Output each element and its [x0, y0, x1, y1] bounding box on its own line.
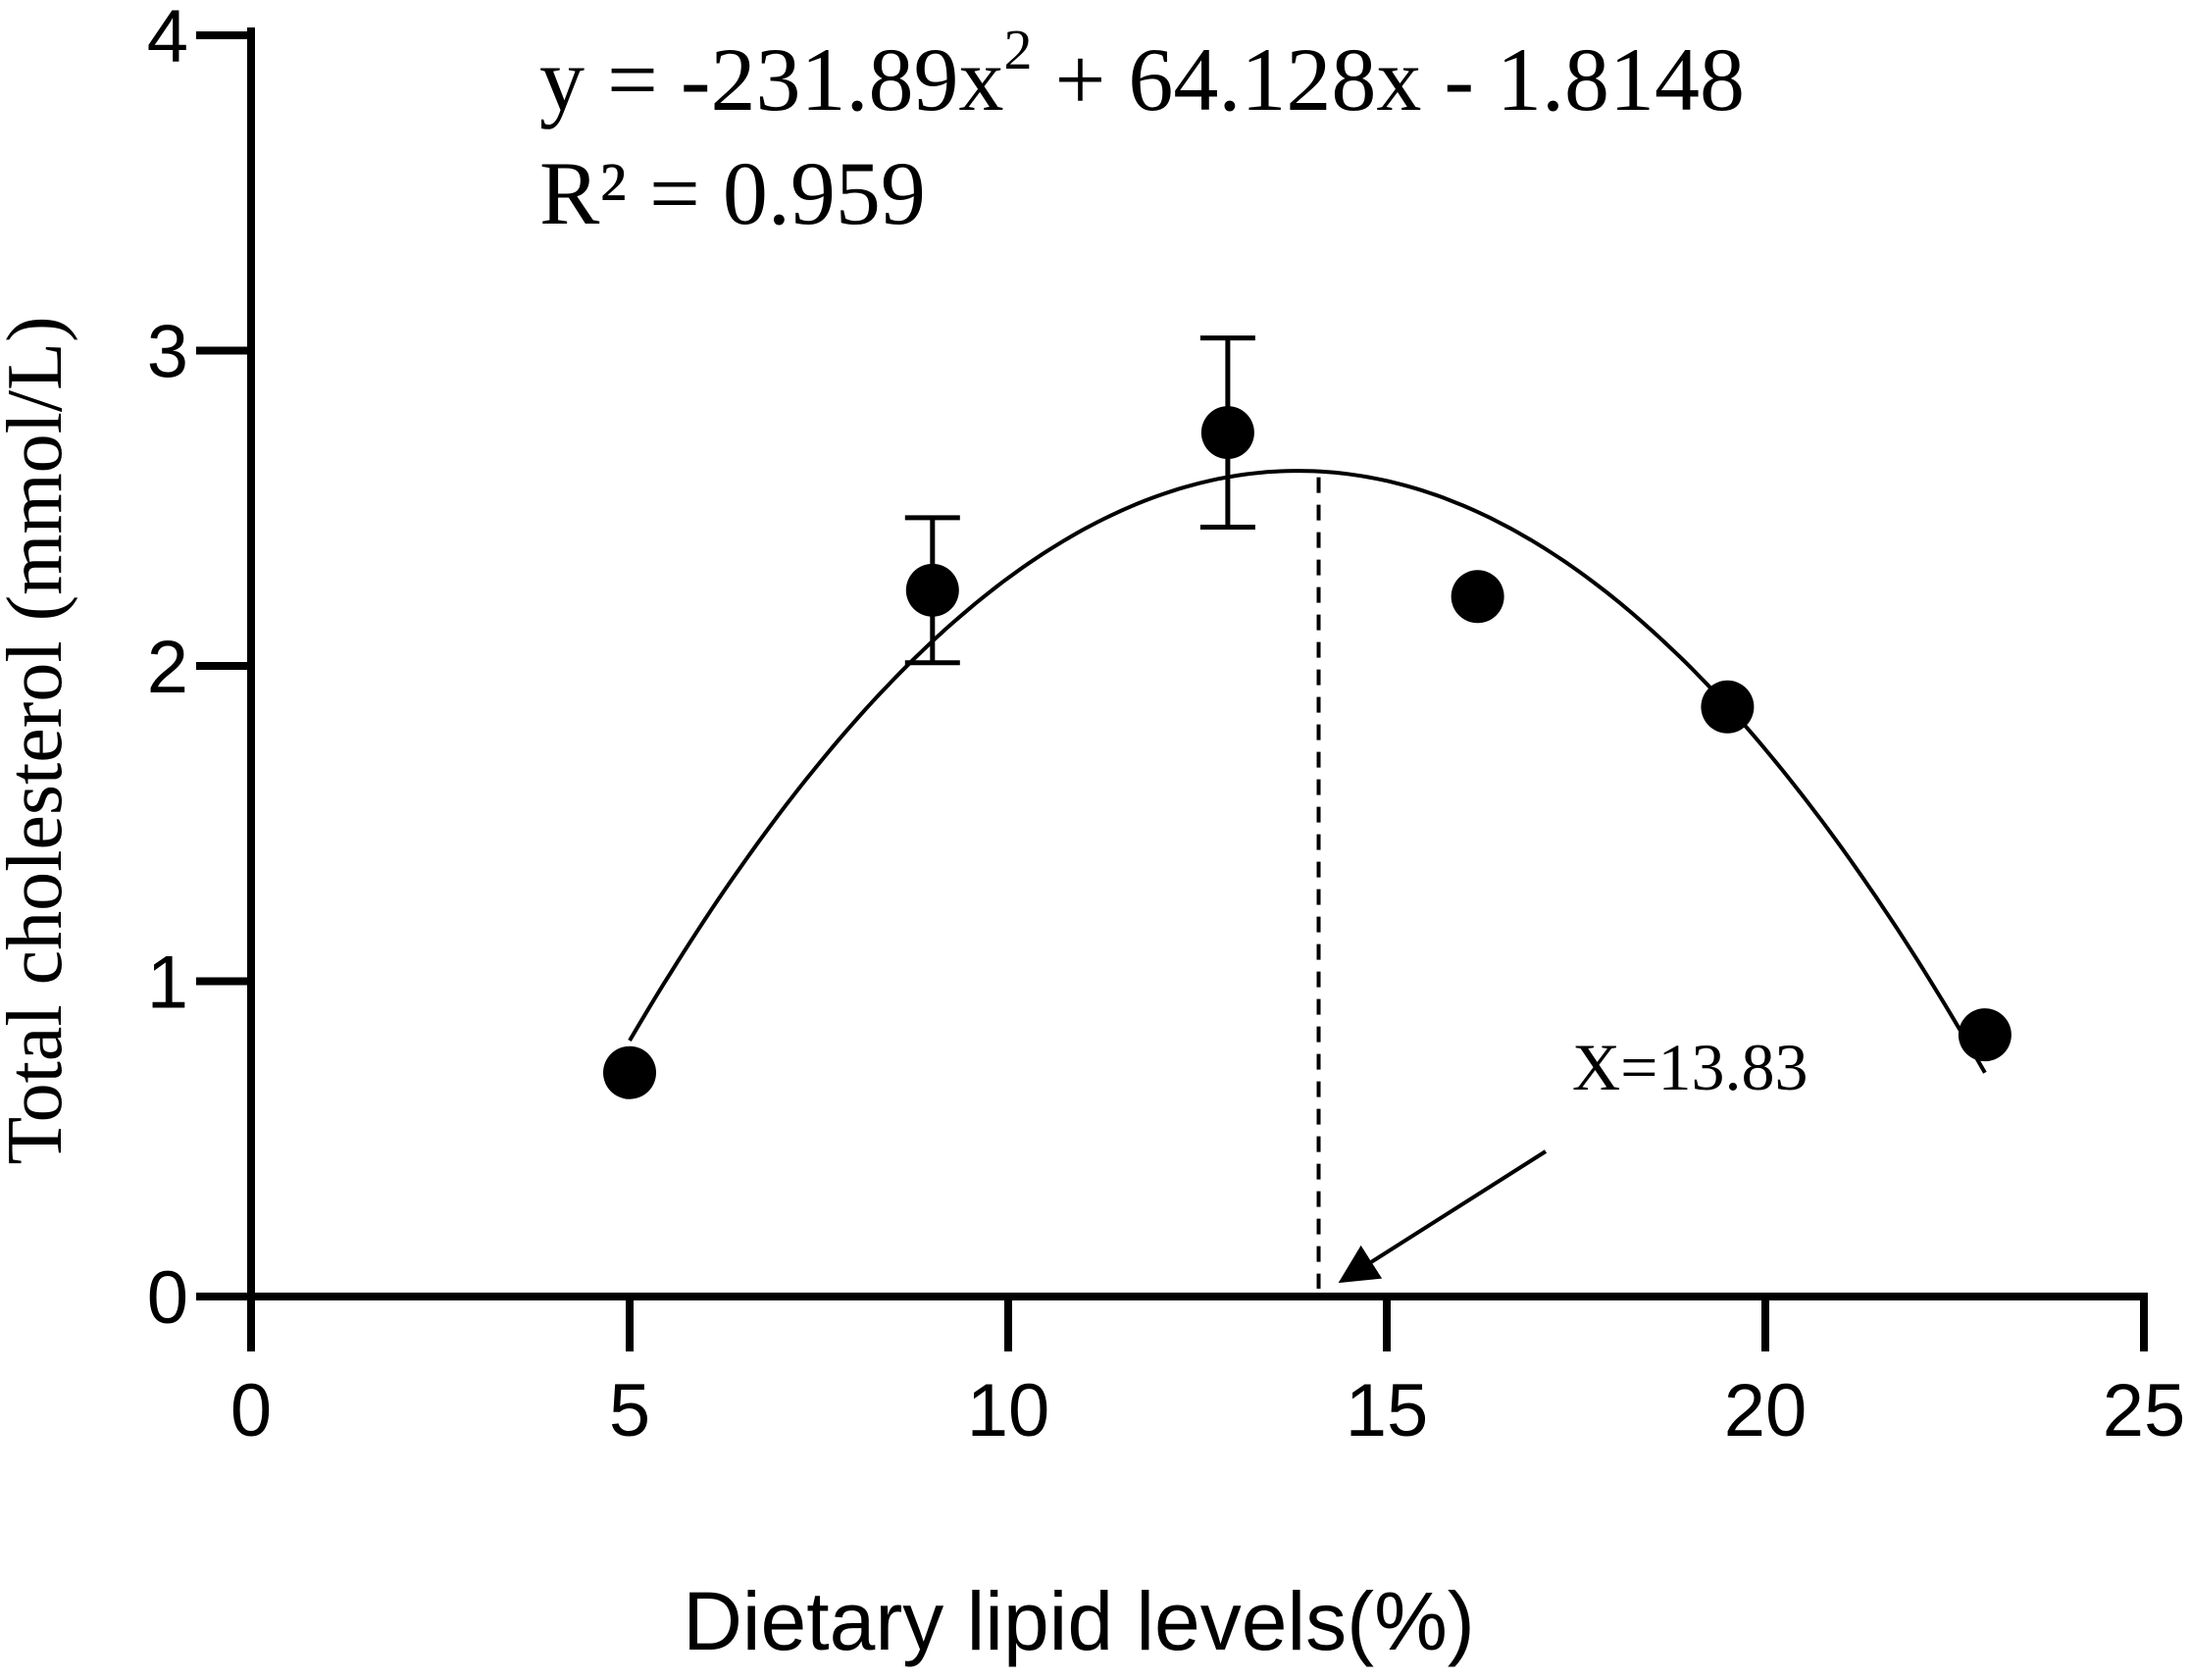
- data-point: [1200, 406, 1254, 460]
- fit-curve: [628, 469, 1987, 1074]
- data-point: [1701, 680, 1755, 734]
- y-tick-label: 3: [147, 311, 188, 394]
- y-axis-title: Total cholesterol (mmol/L): [0, 316, 78, 1164]
- y-tick-label: 4: [147, 0, 188, 78]
- y-tick-label: 1: [147, 942, 188, 1025]
- data-point: [905, 563, 959, 617]
- data-point: [1958, 1008, 2012, 1062]
- x-axis-ticks: 0 5 10 15 20 25: [230, 1297, 2185, 1452]
- y-tick-label: 0: [147, 1256, 188, 1340]
- data-point: [1451, 570, 1504, 624]
- fit-equation-exponent: 2: [1004, 18, 1033, 81]
- x-tick-label: 10: [967, 1369, 1050, 1452]
- x-tick-label: 20: [1724, 1369, 1808, 1452]
- annotation-label: X=13.83: [1572, 1030, 1808, 1104]
- fit-equation-main: y = -231.89x: [539, 29, 1004, 129]
- y-axis-ticks: 0 1 2 3 4: [147, 0, 251, 1340]
- axes: [247, 27, 2148, 1300]
- r-squared: R² = 0.959: [539, 143, 926, 243]
- x-tick-label: 15: [1346, 1369, 1429, 1452]
- x-tick-label: 0: [230, 1369, 272, 1452]
- data-points: [603, 406, 2012, 1099]
- error-bars: [904, 335, 1255, 666]
- y-tick-label: 2: [147, 626, 188, 709]
- x-tick-label: 25: [2103, 1369, 2186, 1452]
- x-axis-title: Dietary lipid levels(%): [683, 1575, 1475, 1667]
- x-tick-label: 5: [609, 1369, 650, 1452]
- annotation-arrow: [1338, 1149, 1548, 1284]
- fit-equation: y = -231.89x2 + 64.128x - 1.8148: [539, 18, 1745, 129]
- data-point: [603, 1045, 656, 1099]
- fit-equation-rest: + 64.128x - 1.8148: [1033, 29, 1746, 129]
